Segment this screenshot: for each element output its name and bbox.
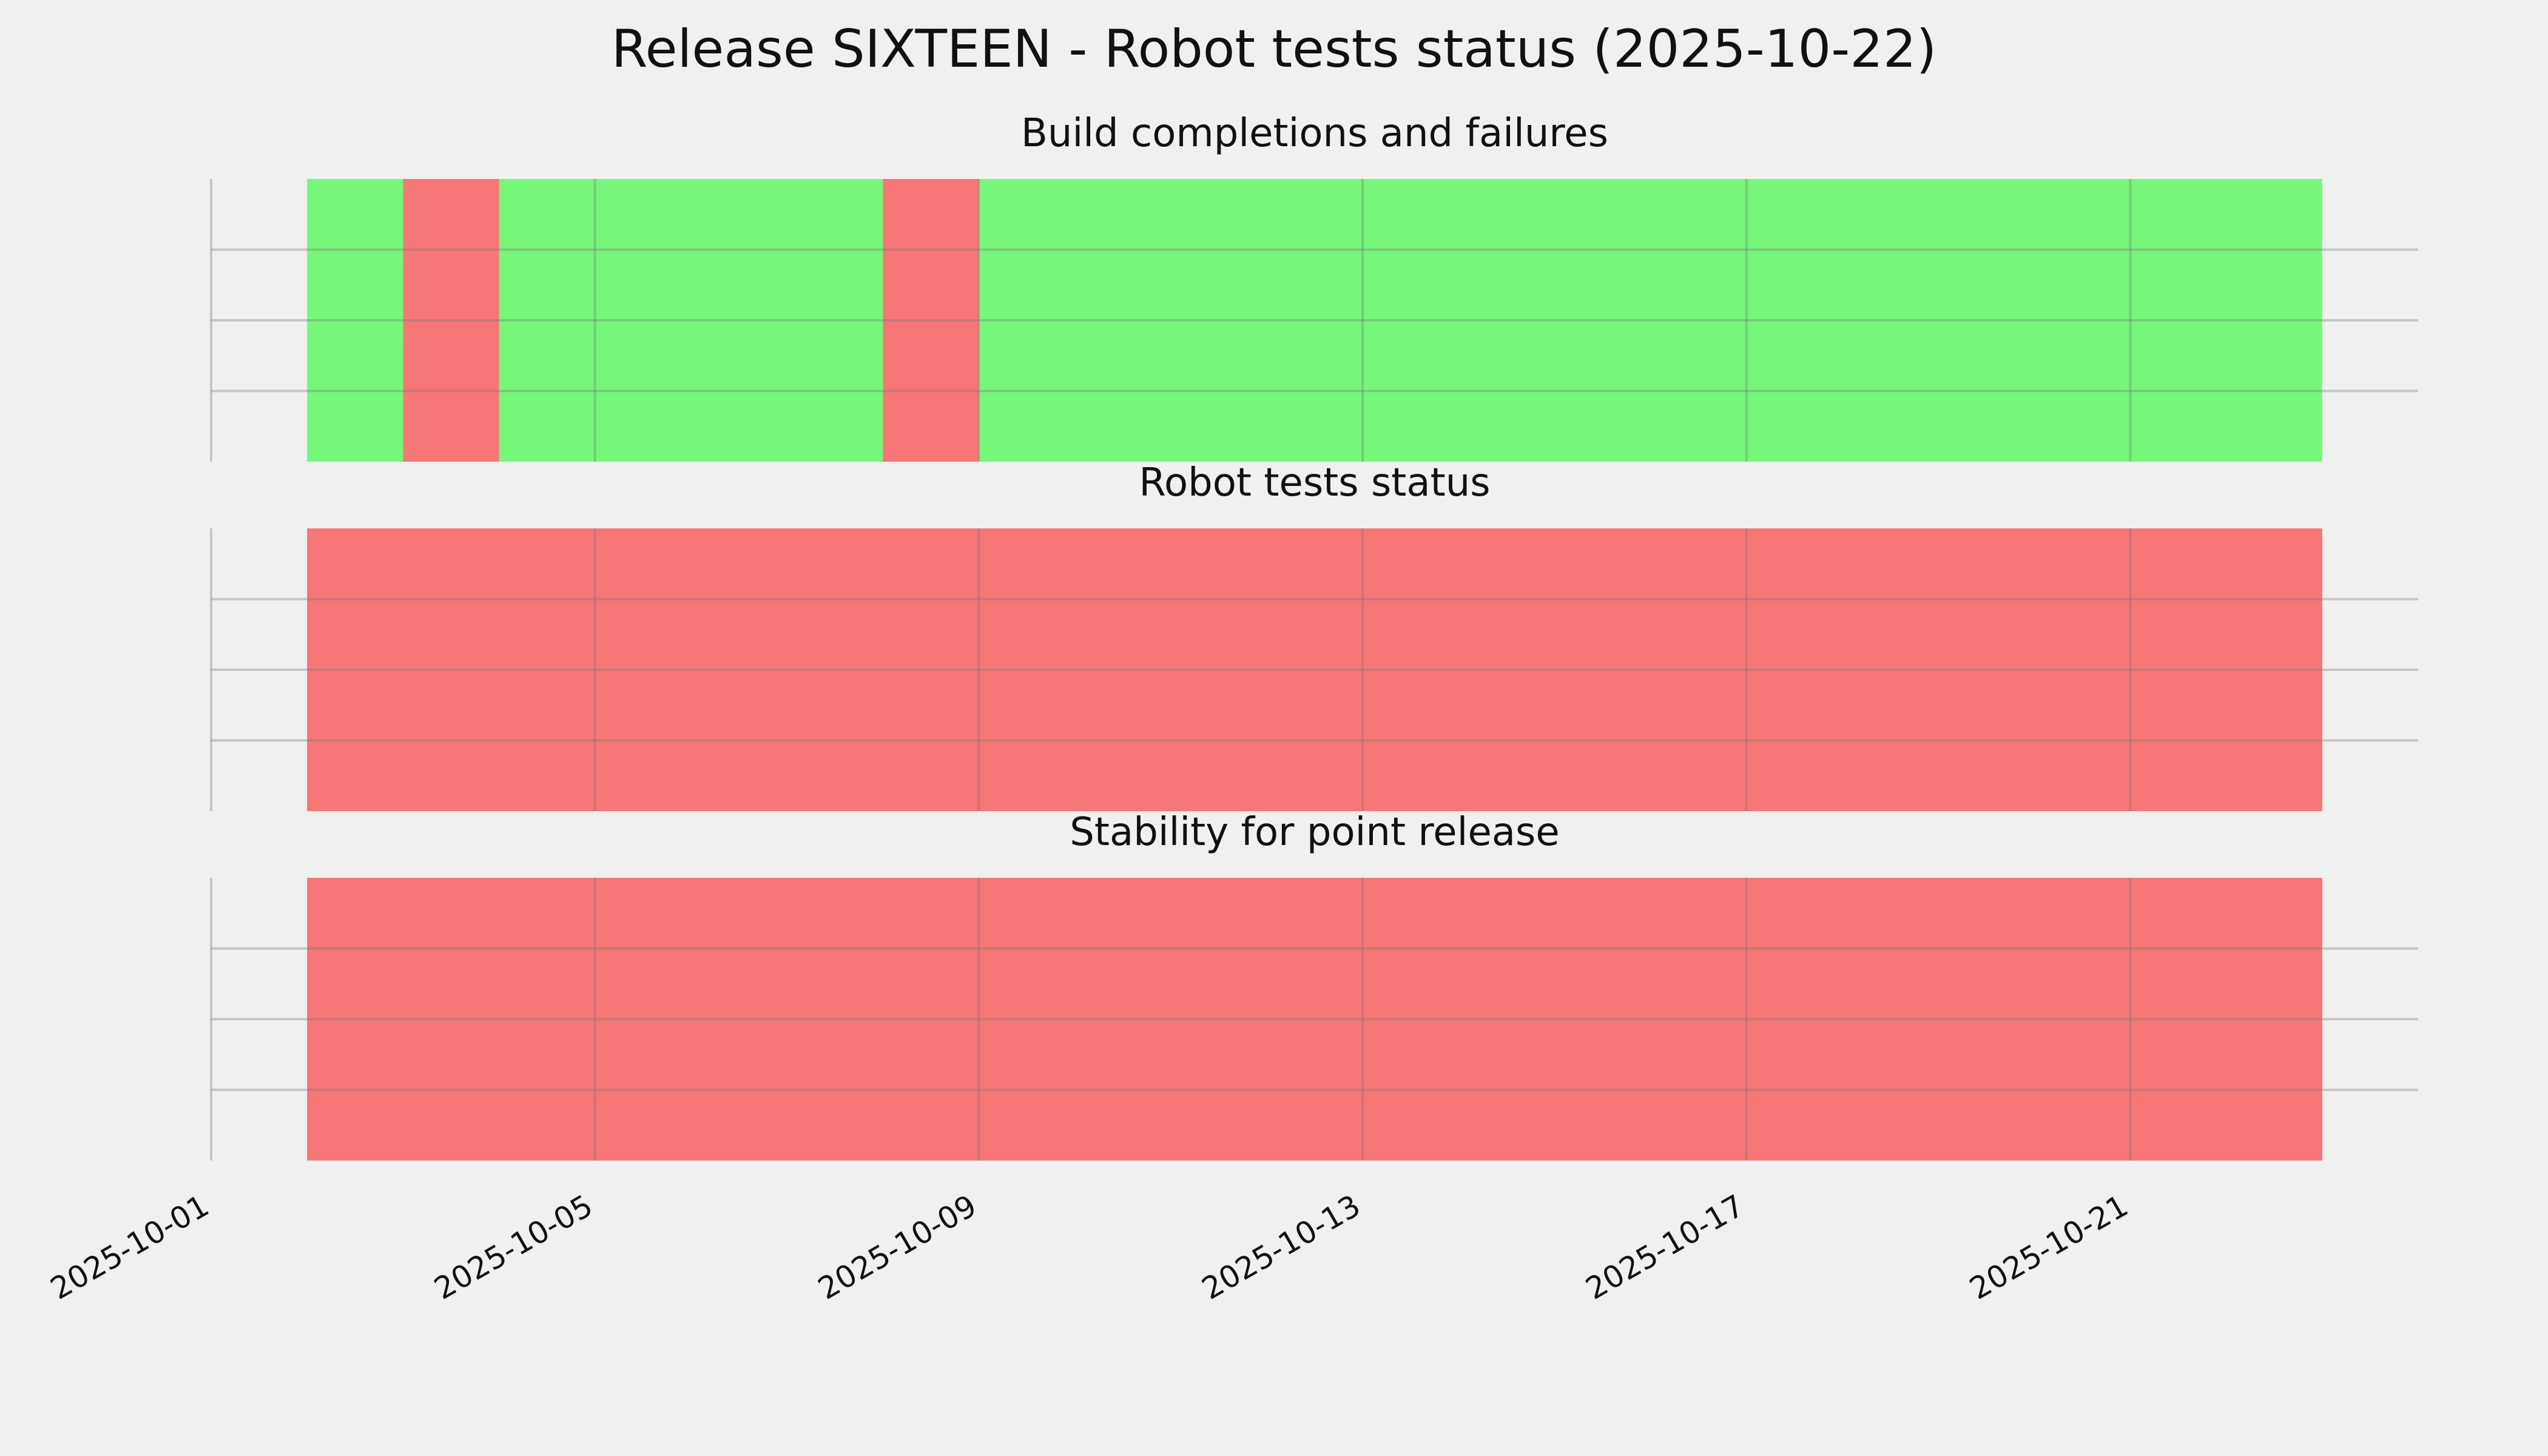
status-span [499,179,883,462]
subplot-title: Robot tests status [1139,460,1490,505]
subplot-title: Stability for point release [1070,810,1560,855]
status-span [979,179,2322,462]
status-span [883,179,979,462]
status-span [307,179,403,462]
subplot-title: Build completions and failures [1021,111,1608,156]
status-span [307,878,2322,1161]
status-span [307,528,2322,811]
chart-title: Release SIXTEEN - Robot tests status (20… [612,19,1937,79]
status-span [403,179,499,462]
